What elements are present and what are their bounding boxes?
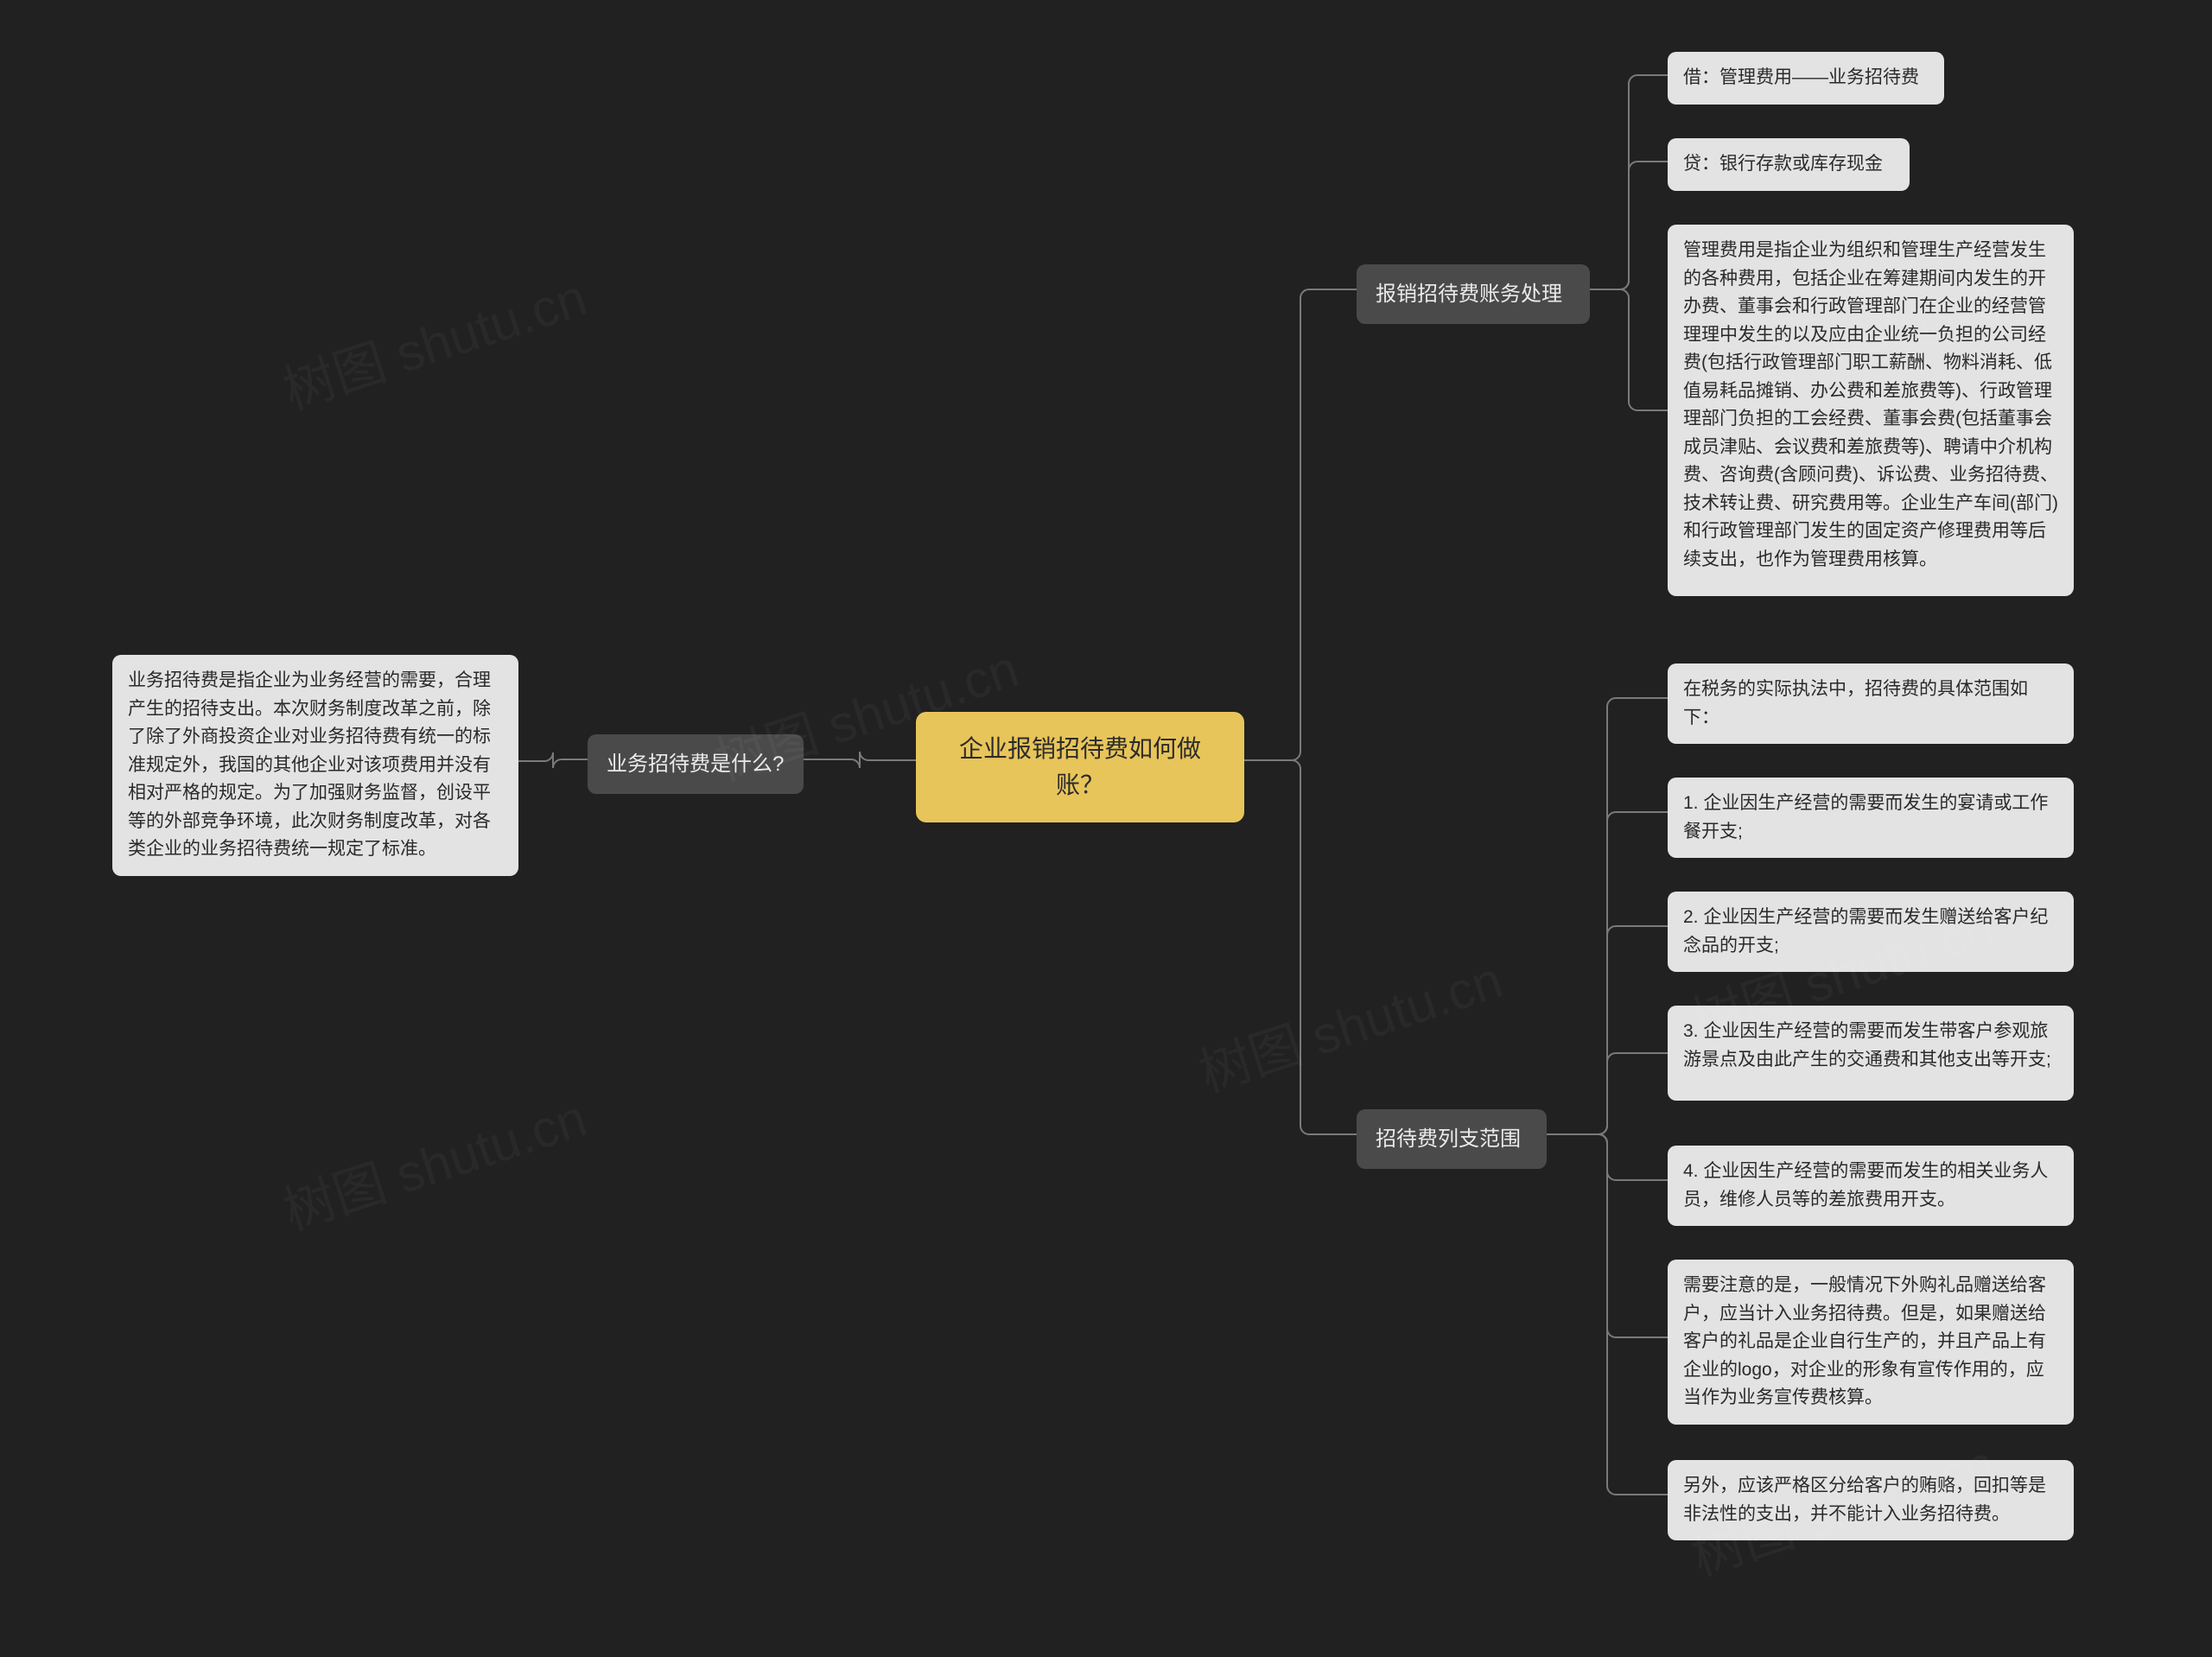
connector-path — [1590, 75, 1668, 289]
connector-path — [1547, 1053, 1668, 1134]
branch-left[interactable]: 业务招待费是什么? — [588, 734, 804, 794]
leaf-b2-3-text: 3. 企业因生产经营的需要而发生带客户参观旅游景点及由此产生的交通费和其他支出等… — [1683, 1021, 2051, 1070]
leaf-b2-0-text: 在税务的实际执法中，招待费的具体范围如下： — [1683, 679, 2028, 727]
leaf-b2-1-text: 1. 企业因生产经营的需要而发生的宴请或工作餐开支; — [1683, 793, 2048, 841]
connector-path — [1590, 162, 1668, 289]
connector-path — [1547, 1134, 1668, 1180]
watermark: 树图 shutu.cn — [272, 256, 594, 424]
connector-path — [1244, 760, 1357, 1134]
leaf-b2-6[interactable]: 另外，应该严格区分给客户的贿赂，回扣等是非法性的支出，并不能计入业务招待费。 — [1668, 1460, 2074, 1540]
connector-path — [1590, 289, 1668, 410]
watermark: 树图 shutu.cn — [272, 1076, 594, 1245]
root-node[interactable]: 企业报销招待费如何做账？ — [916, 712, 1244, 822]
branch-right-1[interactable]: 报销招待费账务处理 — [1357, 264, 1590, 324]
leaf-b1-0-text: 借：管理费用——业务招待费 — [1683, 67, 1919, 87]
leaf-b2-2-text: 2. 企业因生产经营的需要而发生赠送给客户纪念品的开支; — [1683, 907, 2048, 955]
leaf-b2-0[interactable]: 在税务的实际执法中，招待费的具体范围如下： — [1668, 663, 2074, 744]
branch-left-text: 业务招待费是什么? — [607, 752, 784, 776]
leaf-b1-0[interactable]: 借：管理费用——业务招待费 — [1668, 52, 1944, 105]
branch-right-1-text: 报销招待费账务处理 — [1376, 283, 1562, 306]
connector-path — [518, 752, 588, 768]
root-node-text: 企业报销招待费如何做账？ — [959, 735, 1201, 798]
connector-path — [1547, 812, 1668, 1134]
leaf-b2-5[interactable]: 需要注意的是，一般情况下外购礼品赠送给客户，应当计入业务招待费。但是，如果赠送给… — [1668, 1260, 2074, 1425]
connector-path — [1547, 698, 1668, 1134]
watermark: 树图 shutu.cn — [1188, 938, 1510, 1107]
connector-path — [1244, 289, 1357, 760]
leaf-b1-2[interactable]: 管理费用是指企业为组织和管理生产经营发生的各种费用，包括企业在筹建期间内发生的开… — [1668, 225, 2074, 596]
leaf-b2-5-text: 需要注意的是，一般情况下外购礼品赠送给客户，应当计入业务招待费。但是，如果赠送给… — [1683, 1275, 2046, 1407]
leaf-b2-1[interactable]: 1. 企业因生产经营的需要而发生的宴请或工作餐开支; — [1668, 778, 2074, 858]
leaf-b2-3[interactable]: 3. 企业因生产经营的需要而发生带客户参观旅游景点及由此产生的交通费和其他支出等… — [1668, 1006, 2074, 1101]
leaf-left-0[interactable]: 业务招待费是指企业为业务经营的需要，合理产生的招待支出。本次财务制度改革之前，除… — [112, 655, 518, 876]
leaf-b2-4[interactable]: 4. 企业因生产经营的需要而发生的相关业务人员，维修人员等的差旅费用开支。 — [1668, 1146, 2074, 1226]
leaf-b2-6-text: 另外，应该严格区分给客户的贿赂，回扣等是非法性的支出，并不能计入业务招待费。 — [1683, 1476, 2046, 1524]
leaf-b2-4-text: 4. 企业因生产经营的需要而发生的相关业务人员，维修人员等的差旅费用开支。 — [1683, 1161, 2048, 1209]
leaf-b1-1[interactable]: 贷：银行存款或库存现金 — [1668, 138, 1910, 191]
connector-path — [1547, 926, 1668, 1134]
connector-path — [1547, 1134, 1668, 1337]
branch-right-2-text: 招待费列支范围 — [1376, 1127, 1521, 1151]
leaf-b1-1-text: 贷：银行存款或库存现金 — [1683, 154, 1883, 174]
leaf-b2-2[interactable]: 2. 企业因生产经营的需要而发生赠送给客户纪念品的开支; — [1668, 892, 2074, 972]
leaf-left-0-text: 业务招待费是指企业为业务经营的需要，合理产生的招待支出。本次财务制度改革之前，除… — [128, 670, 491, 859]
connector-path — [804, 752, 916, 768]
leaf-b1-2-text: 管理费用是指企业为组织和管理生产经营发生的各种费用，包括企业在筹建期间内发生的开… — [1683, 240, 2058, 569]
branch-right-2[interactable]: 招待费列支范围 — [1357, 1109, 1547, 1169]
connector-path — [1547, 1134, 1668, 1495]
